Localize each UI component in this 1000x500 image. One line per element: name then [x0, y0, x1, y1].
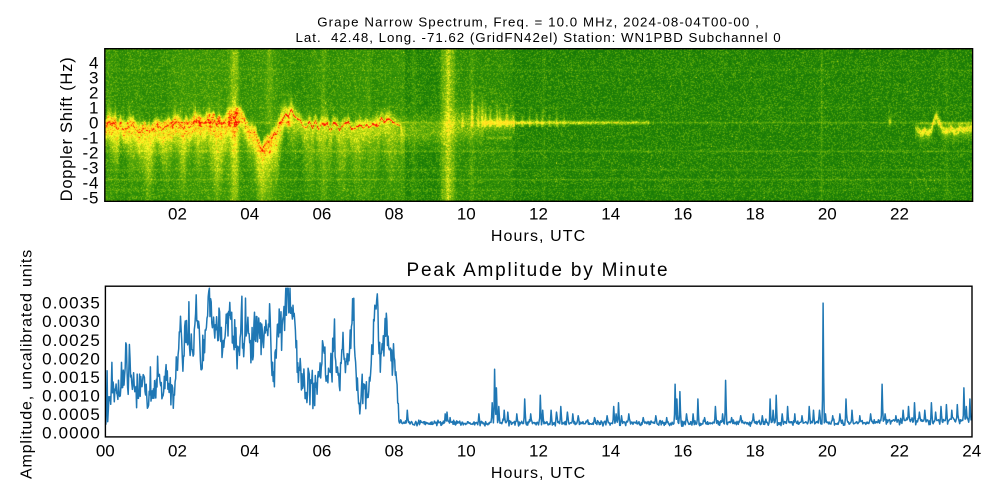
svg-text:0.0020: 0.0020 — [42, 349, 101, 368]
svg-text:0.0025: 0.0025 — [42, 331, 101, 350]
svg-text:04: 04 — [240, 205, 259, 224]
svg-text:22: 22 — [890, 442, 909, 461]
svg-text:14: 14 — [601, 205, 620, 224]
svg-text:-1: -1 — [82, 129, 99, 148]
svg-text:06: 06 — [312, 442, 331, 461]
svg-text:Peak Amplitude by Minute: Peak Amplitude by Minute — [407, 260, 670, 281]
svg-text:0.0015: 0.0015 — [42, 368, 101, 387]
svg-text:14: 14 — [601, 442, 620, 461]
svg-text:10: 10 — [457, 205, 476, 224]
svg-text:10: 10 — [457, 442, 476, 461]
svg-text:04: 04 — [240, 442, 259, 461]
svg-text:2: 2 — [89, 84, 99, 103]
svg-text:22: 22 — [890, 205, 909, 224]
svg-text:Hours, UTC: Hours, UTC — [491, 228, 586, 245]
svg-text:0.0010: 0.0010 — [42, 387, 101, 406]
svg-text:18: 18 — [746, 442, 765, 461]
svg-text:-5: -5 — [82, 189, 99, 208]
svg-text:16: 16 — [673, 205, 692, 224]
svg-text:0.0005: 0.0005 — [42, 405, 101, 424]
svg-text:-3: -3 — [82, 159, 99, 178]
svg-text:Doppler Shift (Hz): Doppler Shift (Hz) — [58, 57, 76, 202]
svg-text:0.0035: 0.0035 — [42, 294, 101, 313]
svg-text:02: 02 — [168, 205, 187, 224]
svg-text:3: 3 — [89, 69, 99, 88]
svg-text:0.0000: 0.0000 — [42, 424, 101, 443]
svg-text:4: 4 — [89, 54, 99, 73]
svg-text:12: 12 — [529, 442, 548, 461]
svg-text:06: 06 — [312, 205, 331, 224]
svg-text:08: 08 — [385, 442, 404, 461]
svg-text:16: 16 — [673, 442, 692, 461]
svg-text:Lat. 42.48, Long. -71.62 (Gri: Lat. 42.48, Long. -71.62 (GridFN42el) St… — [296, 30, 782, 45]
svg-text:Hours, UTC: Hours, UTC — [491, 465, 586, 482]
svg-text:08: 08 — [385, 205, 404, 224]
svg-text:Amplitude, uncalibrated units: Amplitude, uncalibrated units — [19, 249, 36, 479]
svg-text:18: 18 — [746, 205, 765, 224]
svg-text:Grape Narrow Spectrum, Freq. =: Grape Narrow Spectrum, Freq. = 10.0 MHz,… — [317, 14, 760, 29]
svg-text:0.0030: 0.0030 — [42, 312, 101, 331]
svg-text:-4: -4 — [82, 174, 99, 193]
svg-text:20: 20 — [818, 205, 837, 224]
svg-text:02: 02 — [168, 442, 187, 461]
svg-text:00: 00 — [96, 442, 115, 461]
svg-text:1: 1 — [89, 99, 99, 118]
svg-text:24: 24 — [962, 442, 981, 461]
svg-text:-2: -2 — [82, 144, 99, 163]
svg-text:20: 20 — [818, 442, 837, 461]
svg-text:12: 12 — [529, 205, 548, 224]
svg-text:0: 0 — [89, 114, 99, 133]
